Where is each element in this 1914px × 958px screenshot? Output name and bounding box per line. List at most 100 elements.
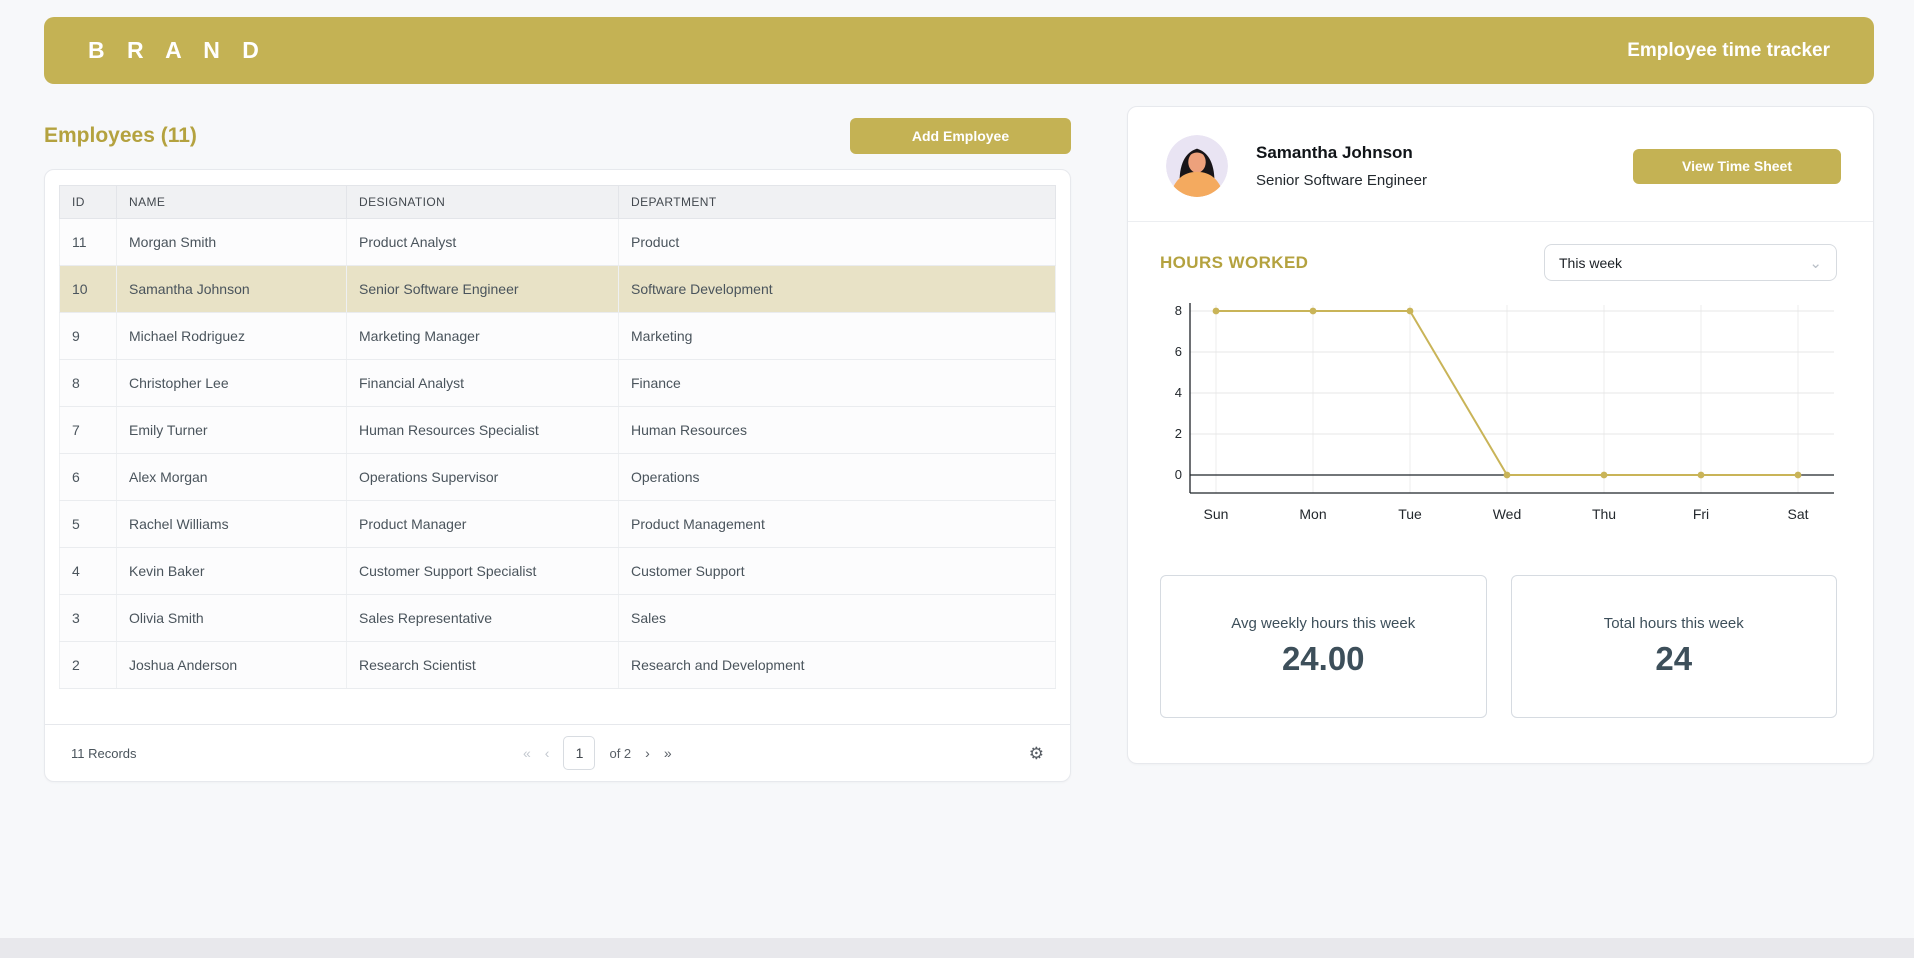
y-tick-label: 4 — [1175, 385, 1182, 400]
y-tick-label: 8 — [1175, 303, 1182, 318]
table-row[interactable]: 6 Alex Morgan Operations Supervisor Operati… — [59, 453, 1056, 501]
brand-logo: B R A N D — [88, 37, 267, 63]
total-hours-value: 24 — [1655, 640, 1693, 677]
table-body: 11 Morgan Smith Product Analyst Product 10 Sa… — [59, 218, 1056, 689]
stats-row: Avg weekly hours this week 24.00 Total h… — [1160, 575, 1837, 718]
table-row[interactable]: 5 Rachel Williams Product Manager Product M… — [59, 500, 1056, 548]
woman-avatar-icon — [1166, 135, 1228, 197]
table-row[interactable]: 11 Morgan Smith Product Analyst Product — [59, 218, 1056, 266]
app-header: B R A N D Employee time tracker — [44, 17, 1874, 84]
x-tick-label: Fri — [1693, 506, 1709, 522]
hours-line-chart: 0 2 4 6 8 Sun Mon Tue Wed Thu Fri Sat — [1175, 303, 1834, 522]
week-range-select[interactable]: This week ⌄ — [1544, 244, 1837, 281]
app-title: Employee time tracker — [1627, 39, 1830, 61]
employee-detail-panel: Samantha Johnson Senior Software Enginee… — [1127, 106, 1874, 782]
x-tick-label: Thu — [1592, 506, 1616, 522]
total-hours-card: Total hours this week 24 — [1510, 575, 1837, 718]
profile-row: Samantha Johnson Senior Software Enginee… — [1128, 107, 1873, 222]
cell-designation: Product Analyst — [346, 218, 619, 266]
data-point — [1794, 471, 1802, 479]
hours-worked-section: HOURS WORKED This week ⌄ 0 2 4 6 8 Sun Mon Tue W… — [1128, 222, 1873, 718]
hours-worked-heading: HOURS WORKED — [1160, 252, 1309, 272]
cell-id: 4 — [59, 547, 117, 595]
cell-designation: Product Manager — [346, 500, 619, 548]
pagination: « ‹ 1 of 2 › » — [523, 736, 672, 770]
avg-hours-label: Avg weekly hours this week — [1231, 615, 1416, 632]
cell-name: Olivia Smith — [116, 594, 347, 642]
cell-designation: Customer Support Specialist — [346, 547, 619, 595]
column-header-designation[interactable]: DESIGNATION — [346, 185, 619, 219]
cell-id: 11 — [59, 218, 117, 266]
cell-name: Alex Morgan — [116, 453, 347, 501]
cell-name: Samantha Johnson — [116, 265, 347, 313]
cell-id: 2 — [59, 641, 117, 689]
employees-toolbar: Employees (11) Add Employee — [44, 116, 1071, 156]
column-header-id[interactable]: ID — [59, 185, 117, 219]
table-row[interactable]: 4 Kevin Baker Customer Support Specialist C… — [59, 547, 1056, 595]
column-header-name[interactable]: NAME — [116, 185, 347, 219]
data-point — [1697, 471, 1705, 479]
table-head: ID NAME DESIGNATION DEPARTMENT — [59, 185, 1056, 219]
records-count: 11 Records — [71, 745, 137, 761]
chevron-down-icon: ⌄ — [1809, 254, 1822, 272]
cell-designation: Financial Analyst — [346, 359, 619, 407]
table-row[interactable]: 10 Samantha Johnson Senior Software Engine… — [59, 265, 1056, 313]
cell-department: Operations — [618, 453, 1056, 501]
employee-name: Samantha Johnson — [1256, 143, 1413, 162]
hours-header: HOURS WORKED This week ⌄ — [1160, 244, 1837, 281]
view-time-sheet-button[interactable]: View Time Sheet — [1633, 148, 1841, 184]
cell-department: Sales — [618, 594, 1056, 642]
cell-department: Customer Support — [618, 547, 1056, 595]
main-content: Employees (11) Add Employee ID NAME DESI… — [44, 106, 1874, 782]
cell-department: Product Management — [618, 500, 1056, 548]
cell-designation: Sales Representative — [346, 594, 619, 642]
cell-id: 6 — [59, 453, 117, 501]
cell-designation: Research Scientist — [346, 641, 619, 689]
avg-hours-card: Avg weekly hours this week 24.00 — [1160, 575, 1487, 718]
table-row[interactable]: 9 Michael Rodriguez Marketing Manager Marke… — [59, 312, 1056, 360]
table-row[interactable]: 3 Olivia Smith Sales Representative Sales — [59, 594, 1056, 642]
prev-page-button[interactable]: ‹ — [544, 745, 550, 761]
employees-table: ID NAME DESIGNATION DEPARTMENT 11 Morgan … — [59, 185, 1056, 689]
x-tick-label: Sun — [1204, 506, 1229, 522]
detail-card: Samantha Johnson Senior Software Enginee… — [1127, 106, 1874, 764]
x-tick-label: Tue — [1398, 506, 1422, 522]
table-row[interactable]: 8 Christopher Lee Financial Analyst Finance — [59, 359, 1056, 407]
cell-name: Rachel Williams — [116, 500, 347, 548]
bottom-strip — [0, 938, 1914, 958]
cell-name: Morgan Smith — [116, 218, 347, 266]
cell-id: 5 — [59, 500, 117, 548]
employees-panel: Employees (11) Add Employee ID NAME DESI… — [44, 106, 1071, 782]
data-point — [1406, 307, 1414, 315]
cell-name: Michael Rodriguez — [116, 312, 347, 360]
cell-id: 3 — [59, 594, 117, 642]
current-page-box[interactable]: 1 — [563, 736, 596, 770]
cell-department: Research and Development — [618, 641, 1056, 689]
table-row[interactable]: 2 Joshua Anderson Research Scientist Resear… — [59, 641, 1056, 689]
hours-chart: 0 2 4 6 8 Sun Mon Tue Wed Thu Fri Sat — [1160, 297, 1837, 547]
cell-department: Product — [618, 218, 1056, 266]
first-page-button[interactable]: « — [523, 745, 531, 761]
cell-name: Christopher Lee — [116, 359, 347, 407]
cell-designation: Operations Supervisor — [346, 453, 619, 501]
column-header-department[interactable]: DEPARTMENT — [618, 185, 1056, 219]
employees-heading: Employees (11) — [44, 124, 197, 147]
cell-id: 7 — [59, 406, 117, 454]
cell-name: Kevin Baker — [116, 547, 347, 595]
cell-department: Human Resources — [618, 406, 1056, 454]
data-point — [1309, 307, 1317, 315]
y-tick-label: 0 — [1175, 467, 1182, 482]
cell-department: Finance — [618, 359, 1056, 407]
week-range-value: This week — [1559, 254, 1623, 271]
settings-gear-icon[interactable]: ⚙ — [1028, 743, 1044, 763]
employee-title: Senior Software Engineer — [1256, 172, 1427, 189]
add-employee-button[interactable]: Add Employee — [850, 118, 1071, 154]
table-footer: 11 Records « ‹ 1 of 2 › » ⚙ — [45, 724, 1070, 781]
next-page-button[interactable]: › — [645, 745, 650, 761]
y-tick-label: 2 — [1175, 426, 1182, 441]
table-row[interactable]: 7 Emily Turner Human Resources Specialist H… — [59, 406, 1056, 454]
cell-department: Marketing — [618, 312, 1056, 360]
cell-id: 8 — [59, 359, 117, 407]
profile-text: Samantha Johnson Senior Software Enginee… — [1256, 143, 1427, 189]
last-page-button[interactable]: » — [663, 745, 672, 761]
